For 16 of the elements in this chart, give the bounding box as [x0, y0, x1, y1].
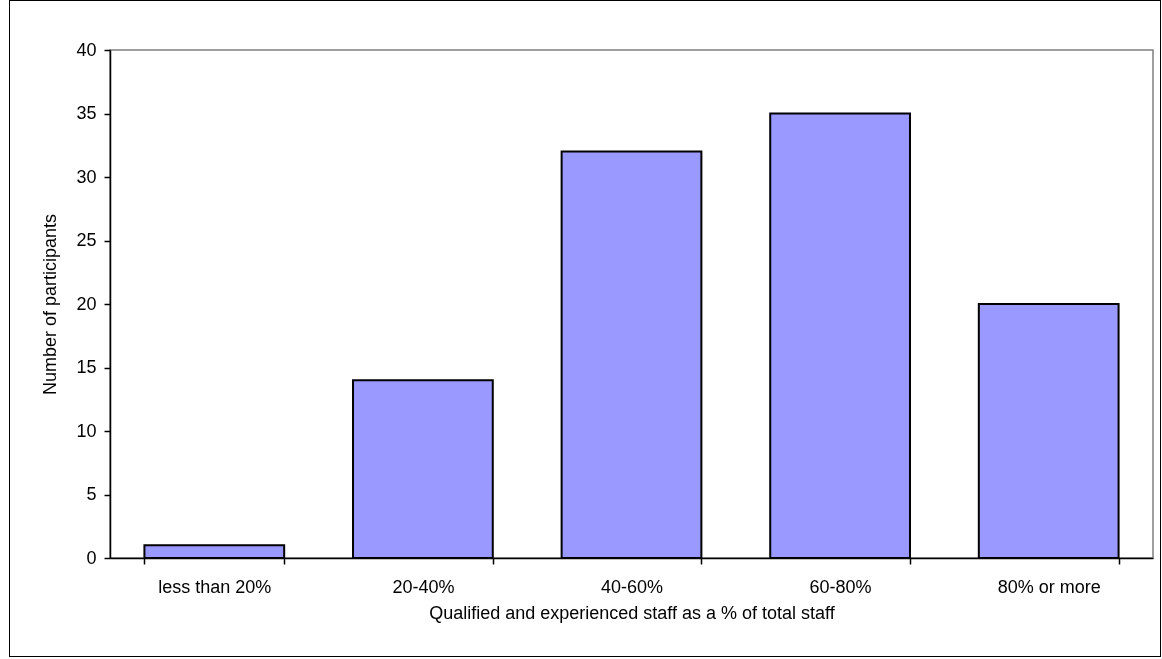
y-tick-label: 10 [76, 420, 97, 441]
x-tick-label: 20-40% [392, 576, 455, 597]
y-tick-label: 0 [86, 547, 97, 568]
y-tick-label: 15 [76, 357, 97, 377]
y-tick-label: 5 [86, 484, 97, 504]
y-tick-label: 30 [76, 166, 97, 187]
y-tick-label: 25 [76, 230, 97, 250]
y-tick-label: 40 [76, 39, 97, 60]
y-tick-label: 20 [76, 293, 97, 314]
y-tick-label: 35 [76, 103, 97, 123]
x-axis-title: Qualified and experienced staff as a % of total staff [429, 602, 836, 623]
x-tick-label: 60-80% [809, 576, 872, 597]
y-axis-title: Number of participants [40, 213, 61, 396]
x-tick-label: 80% or more [997, 576, 1101, 597]
x-tick-label: 40-60% [600, 576, 664, 597]
x-tick-label: less than 20% [158, 576, 272, 597]
